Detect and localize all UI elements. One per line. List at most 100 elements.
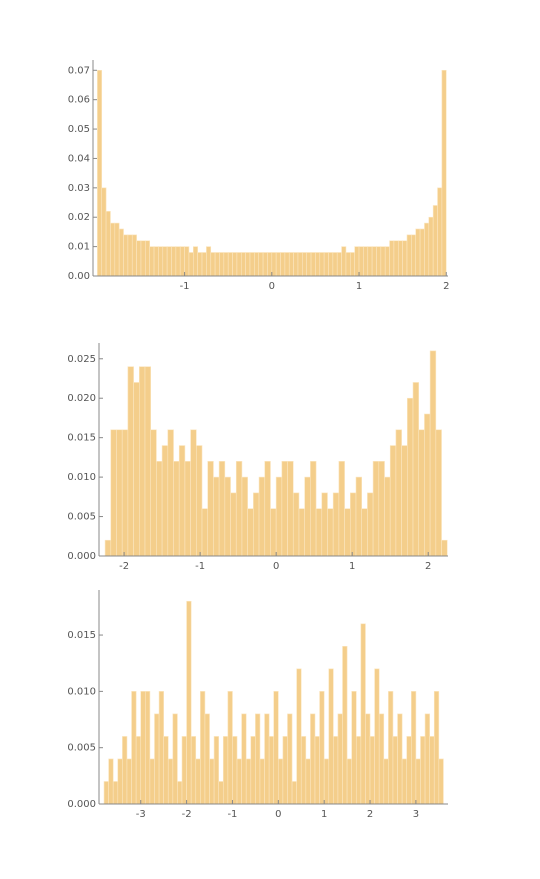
bar: [116, 429, 123, 557]
bar: [310, 713, 316, 805]
bar: [236, 252, 242, 277]
bar: [153, 246, 159, 277]
bar: [247, 508, 254, 557]
x-tick-label: -3: [136, 809, 146, 820]
y-tick-label: 0.000: [67, 799, 96, 810]
bar: [332, 252, 338, 277]
x-tick-label: 1: [356, 281, 362, 292]
bar: [181, 736, 187, 805]
bar: [184, 461, 191, 557]
bar: [360, 623, 366, 805]
bar: [195, 758, 201, 805]
x-tick-label: 1: [349, 561, 355, 572]
bar: [407, 397, 414, 557]
bar: [328, 668, 334, 805]
bar: [270, 508, 277, 557]
bar: [117, 758, 123, 805]
bar: [104, 539, 112, 557]
bar: [389, 240, 395, 277]
bar: [173, 461, 180, 557]
y-tick-label: 0.03: [68, 183, 90, 194]
bar: [264, 461, 271, 557]
x-tick-label: 2: [425, 561, 431, 572]
bar: [133, 382, 140, 557]
y-tick-label: 0.015: [67, 433, 96, 444]
y-tick-label: 0.02: [68, 212, 90, 223]
bar: [258, 252, 264, 277]
bar: [378, 713, 385, 805]
bar: [302, 252, 307, 277]
bar: [262, 252, 268, 277]
bar: [433, 691, 440, 805]
bar: [149, 758, 155, 805]
bar: [378, 461, 385, 557]
bar: [415, 228, 421, 277]
bar: [389, 445, 397, 557]
bar: [97, 69, 103, 277]
bar: [402, 240, 408, 277]
bar: [323, 758, 330, 805]
bar: [344, 508, 351, 557]
bar: [227, 252, 233, 277]
bar: [136, 240, 142, 277]
bar: [341, 246, 347, 277]
bar: [304, 476, 311, 557]
bar: [401, 758, 408, 805]
bar: [149, 246, 155, 277]
bar: [429, 736, 435, 805]
bar: [108, 758, 114, 805]
bar: [350, 252, 355, 277]
bar: [105, 211, 111, 277]
x-tick-label: -2: [119, 561, 129, 572]
bar: [275, 252, 281, 277]
bar: [292, 492, 300, 557]
bar: [138, 366, 146, 557]
bar: [429, 350, 437, 557]
bar: [122, 736, 128, 805]
bar: [395, 429, 402, 557]
bar: [210, 252, 216, 277]
bar: [393, 240, 399, 277]
bar: [227, 691, 233, 805]
bar: [103, 781, 109, 805]
bar: [411, 234, 417, 277]
bar: [397, 713, 403, 805]
bar: [333, 736, 339, 805]
bar: [380, 246, 386, 277]
bar: [144, 366, 152, 557]
x-tick-label: -1: [195, 561, 205, 572]
bar: [140, 240, 146, 277]
bar: [420, 736, 426, 805]
bar: [218, 781, 224, 805]
bar: [204, 713, 210, 805]
bar: [336, 252, 342, 277]
bar: [319, 252, 325, 277]
bar: [319, 691, 325, 805]
bar: [245, 252, 251, 277]
bar: [273, 691, 279, 805]
bar: [369, 736, 375, 805]
y-tick-label: 0.005: [67, 512, 96, 523]
bar: [184, 246, 190, 277]
bar: [384, 476, 391, 557]
x-tick-label: 3: [413, 809, 419, 820]
bar: [355, 476, 363, 557]
bar: [110, 429, 117, 557]
bar: [337, 713, 343, 805]
bar: [418, 429, 425, 557]
bar: [424, 222, 430, 277]
bar: [315, 508, 323, 557]
y-tick-label: 0.025: [67, 354, 96, 365]
bar: [280, 252, 286, 277]
bar: [296, 668, 302, 805]
y-tick-label: 0.010: [67, 472, 96, 483]
bar: [127, 366, 134, 557]
bar: [110, 222, 116, 277]
bar: [424, 413, 431, 557]
bar: [114, 222, 120, 277]
bar: [401, 445, 408, 557]
bar: [255, 713, 261, 805]
bar: [121, 429, 129, 557]
bar: [367, 492, 374, 557]
bar: [131, 691, 137, 805]
